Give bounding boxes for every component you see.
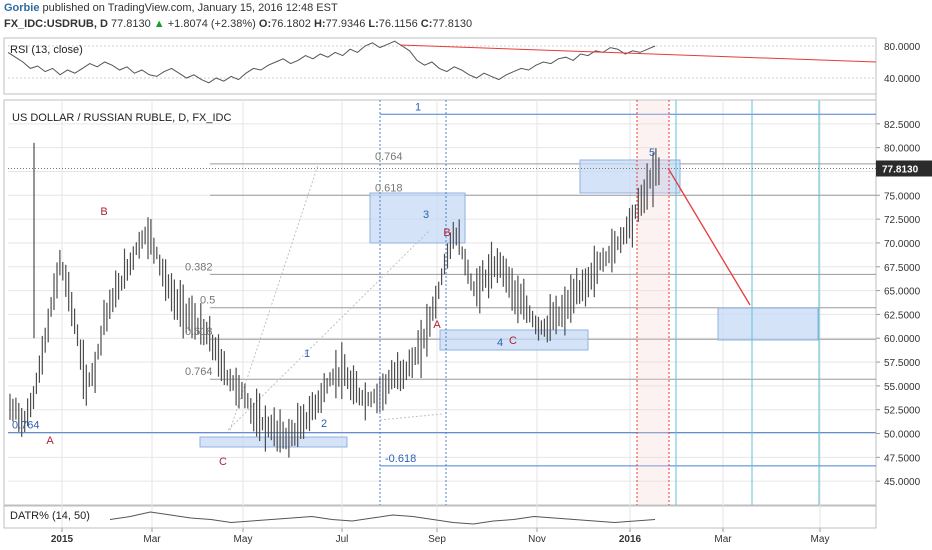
rsi-tick-label: 40.0000 — [884, 74, 921, 85]
last-price: 77.8130 — [110, 18, 151, 30]
price-axis[interactable]: 82.500080.000077.500075.000072.500070.00… — [876, 42, 932, 488]
author-link[interactable]: Gorbie — [4, 2, 40, 14]
time-tick-label: Nov — [528, 534, 546, 545]
fib-zone-box — [579, 159, 681, 194]
last-price-tag-label: 77.8130 — [882, 164, 919, 175]
fib-zone-box — [439, 329, 589, 351]
change-value: +1.8074 (+2.38%) — [167, 18, 256, 30]
price-tick-label: 57.5000 — [884, 358, 921, 369]
time-tick-label: May — [234, 534, 253, 545]
high-label: H: — [313, 18, 326, 30]
fib-level-label: -0.618 — [385, 453, 416, 465]
datr-pane — [3, 505, 877, 529]
publish-info: Gorbie published on TradingView.com, Jan… — [4, 2, 338, 14]
rsi-trend-line — [399, 44, 877, 63]
helper-line — [227, 229, 431, 431]
helper-line — [229, 164, 319, 431]
symbol-info: FX_IDC:USDRUB, D 77.8130 ▲ +1.8074 (+2.3… — [4, 18, 472, 30]
wave-label: 3 — [423, 209, 429, 221]
fib-level-label: 0.764 — [12, 420, 40, 432]
datr-series — [109, 511, 656, 525]
time-tick-label: Mar — [714, 534, 732, 545]
price-tick-label: 55.0000 — [884, 382, 921, 393]
price-tick-label: 52.5000 — [884, 406, 921, 417]
price-tick-label: 62.5000 — [884, 310, 921, 321]
wave-label: A — [433, 319, 441, 331]
open-label: O: — [258, 18, 272, 30]
low-value: 76.1156 — [378, 18, 418, 30]
drawing-overlays — [8, 100, 876, 505]
wave-label: B — [443, 227, 450, 239]
rsi-line — [7, 40, 656, 84]
price-tick-label: 82.5000 — [884, 120, 921, 131]
wave-label: 4 — [497, 337, 503, 349]
rsi-series — [7, 40, 877, 84]
price-tick-label: 60.0000 — [884, 334, 921, 345]
time-tick-label: Jul — [336, 534, 349, 545]
wave-label: 5 — [649, 147, 655, 159]
open-value: 76.1802 — [271, 18, 311, 30]
price-tick-label: 70.0000 — [884, 239, 921, 250]
fib-level-label: 1 — [415, 101, 421, 113]
close-value: 77.8130 — [432, 18, 473, 30]
time-axis[interactable]: 2015 Mar May Jul Sep Nov 2016 Mar May — [4, 527, 876, 545]
time-tick-label: May — [811, 534, 830, 545]
change-arrow-icon: ▲ — [153, 18, 165, 30]
wave-label: 1 — [304, 348, 310, 360]
candlestick-series — [9, 142, 660, 458]
low-label: L: — [368, 18, 379, 30]
fib-level-label: 0.618 — [185, 326, 213, 338]
fib-level-label: 0.382 — [185, 261, 213, 273]
close-label: C: — [420, 18, 433, 30]
fib-level-label: 0.618 — [375, 182, 403, 194]
fib-zone-box — [369, 192, 466, 244]
last-price-tag — [876, 160, 932, 177]
price-tick-label: 75.0000 — [884, 191, 921, 202]
price-tick-label: 72.5000 — [884, 215, 921, 226]
rsi-tick-label: 80.0000 — [884, 42, 921, 53]
price-tick-label: 67.5000 — [884, 263, 921, 274]
price-tick-label: 45.0000 — [884, 477, 921, 488]
wave-label: 2 — [321, 418, 327, 430]
fib-level-label: 0.764 — [185, 366, 213, 378]
drawing-boxes — [8, 100, 876, 505]
chart-labels: 0.764 0.618 0.382 0.5 0.618 0.764 0.764 1 -0.618… — [12, 101, 655, 468]
price-tick-label: 47.5000 — [884, 453, 921, 464]
wave-label: A — [46, 435, 54, 447]
price-tick-label: 80.0000 — [884, 144, 921, 155]
fib-zone-box — [199, 436, 348, 448]
wave-label: B — [100, 206, 107, 218]
time-tick-label: Sep — [428, 534, 446, 545]
high-value: 77.9346 — [325, 18, 366, 30]
helper-line — [379, 413, 443, 421]
price-tick-label: 65.0000 — [884, 287, 921, 298]
rsi-title: RSI (13, close) — [10, 44, 83, 56]
main-pane — [3, 99, 877, 506]
fib-level-label: 0.5 — [200, 295, 215, 307]
time-tick-label: 2015 — [51, 534, 74, 545]
time-tick-label: Mar — [143, 534, 161, 545]
projection-line — [667, 167, 751, 306]
published-text: published on TradingView.com, January 15… — [39, 2, 338, 14]
price-tick-label: 50.0000 — [884, 430, 921, 441]
datr-line — [109, 511, 656, 525]
symbol-name: FX_IDC:USDRUB, D — [4, 18, 108, 30]
main-title: US DOLLAR / RUSSIAN RUBLE, D, FX_IDC — [12, 112, 232, 124]
time-tick-label: 2016 — [619, 534, 642, 545]
fib-level-label: 0.764 — [375, 151, 403, 163]
wave-label: C — [219, 456, 227, 468]
datr-title: DATR% (14, 50) — [10, 510, 90, 522]
fib-zone-box — [717, 307, 819, 341]
wave-label: C — [509, 335, 517, 347]
